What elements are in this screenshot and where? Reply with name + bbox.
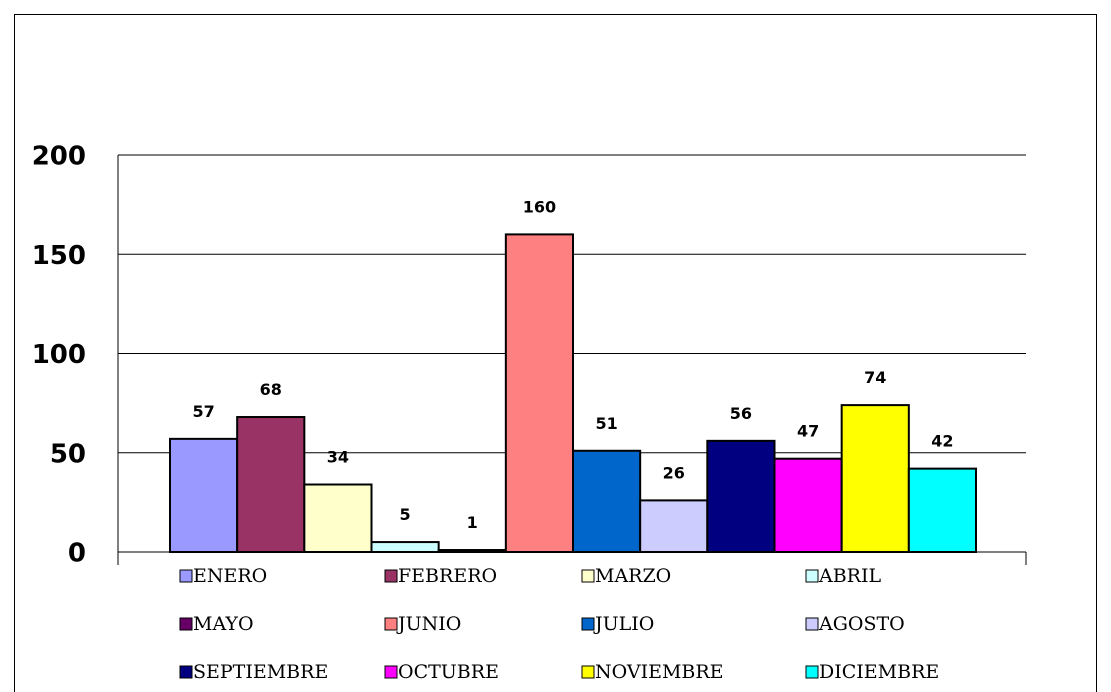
legend-swatch <box>179 569 193 583</box>
bar <box>639 499 709 554</box>
data-label: 5 <box>400 505 411 524</box>
legend-label: MARZO <box>595 565 671 587</box>
legend-swatch <box>581 569 595 583</box>
legend-swatch <box>581 665 595 679</box>
data-label: 34 <box>327 448 349 467</box>
legend-label: FEBRERO <box>398 565 497 587</box>
y-tick-label: 100 <box>32 340 86 370</box>
legend-swatch <box>179 665 193 679</box>
bar <box>840 404 910 553</box>
legend-swatch <box>179 617 193 631</box>
legend-label: JULIO <box>593 613 654 635</box>
legend-swatch <box>384 665 398 679</box>
legend-label: ABRIL <box>818 565 881 587</box>
bar <box>303 483 373 554</box>
data-label: 26 <box>663 463 685 482</box>
data-label: 74 <box>864 368 886 387</box>
legend-label: DICIEMBRE <box>819 661 939 683</box>
bar <box>572 449 642 554</box>
bar <box>169 437 239 554</box>
legend-label: MAYO <box>193 613 254 635</box>
legend-swatch <box>384 617 398 631</box>
bar <box>907 467 977 554</box>
data-label: 47 <box>797 422 819 441</box>
bar <box>437 549 507 554</box>
data-label: 160 <box>523 197 556 216</box>
data-label: 51 <box>595 414 617 433</box>
bar <box>504 233 575 553</box>
y-tick-label: 0 <box>68 539 86 569</box>
bar <box>706 439 776 553</box>
y-tick-label: 50 <box>50 439 86 469</box>
legend-swatch <box>384 569 398 583</box>
legend-swatch <box>805 569 819 583</box>
bar <box>773 457 843 553</box>
legend-swatch <box>805 665 819 679</box>
legend-label: OCTUBRE <box>398 661 499 683</box>
legend-label: ENERO <box>193 565 267 587</box>
legend-label: NOVIEMBRE <box>595 661 724 683</box>
data-label: 56 <box>730 404 752 423</box>
bar <box>236 416 306 553</box>
y-tick-label: 150 <box>32 241 86 271</box>
legend-label: JUNIO <box>396 613 461 635</box>
data-label: 42 <box>931 432 953 451</box>
data-label: 1 <box>467 513 478 532</box>
bar <box>370 541 440 554</box>
legend-swatch <box>805 617 819 631</box>
y-tick-label: 200 <box>32 142 86 172</box>
data-label: 68 <box>260 380 282 399</box>
legend-label: AGOSTO <box>818 613 905 635</box>
legend-swatch <box>581 617 595 631</box>
legend-label: SEPTIEMBRE <box>193 661 328 683</box>
data-label: 57 <box>192 402 214 421</box>
